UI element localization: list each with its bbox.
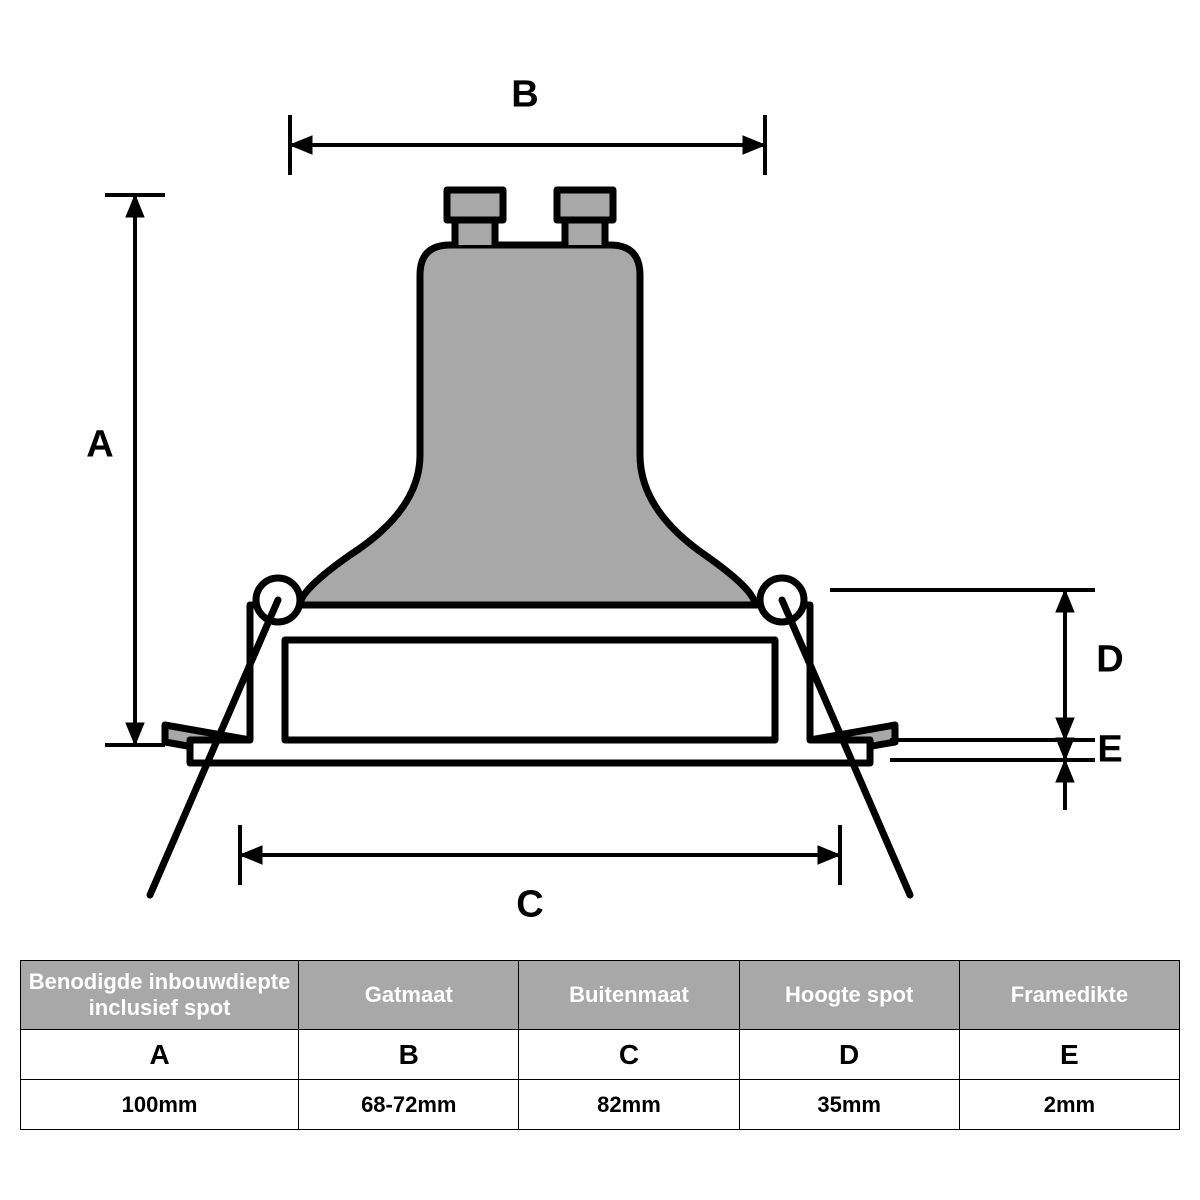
table-cell: 35mm — [739, 1080, 959, 1130]
col-header: Framedikte — [959, 961, 1179, 1030]
spotlight-diagram — [0, 0, 1200, 960]
table-letter-row: A B C D E — [21, 1030, 1180, 1080]
table-cell: A — [21, 1030, 299, 1080]
table-cell: 82mm — [519, 1080, 739, 1130]
dim-label-A: A — [86, 424, 113, 467]
spec-table: Benodigde inbouwdiepte inclusief spot Ga… — [20, 960, 1180, 1130]
col-header: Hoogte spot — [739, 961, 959, 1030]
table-cell: 100mm — [21, 1080, 299, 1130]
table-value-row: 100mm 68-72mm 82mm 35mm 2mm — [21, 1080, 1180, 1130]
table-cell: D — [739, 1030, 959, 1080]
dim-label-D: D — [1096, 639, 1123, 682]
col-header: Gatmaat — [299, 961, 519, 1030]
col-header: Buitenmaat — [519, 961, 739, 1030]
table-cell: 68-72mm — [299, 1080, 519, 1130]
table-header-row: Benodigde inbouwdiepte inclusief spot Ga… — [21, 961, 1180, 1030]
col-header: Benodigde inbouwdiepte inclusief spot — [21, 961, 299, 1030]
table-cell: 2mm — [959, 1080, 1179, 1130]
dim-label-B: B — [511, 74, 538, 117]
dim-label-C: C — [516, 884, 543, 927]
figure-canvas: A B C D E Benodigde inbouwdiepte inclusi… — [0, 0, 1200, 1200]
table-cell: B — [299, 1030, 519, 1080]
table-cell: C — [519, 1030, 739, 1080]
dim-label-E: E — [1097, 729, 1122, 772]
table-cell: E — [959, 1030, 1179, 1080]
